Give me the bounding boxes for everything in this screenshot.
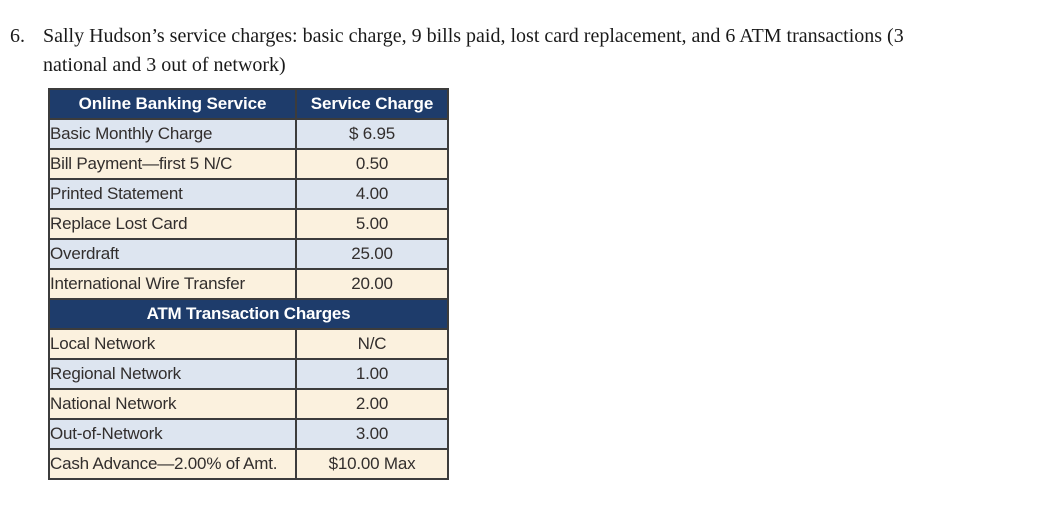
table-row: Printed Statement 4.00 xyxy=(48,178,449,210)
charge-value-cell: $10.00 Max xyxy=(295,448,449,480)
charge-value-cell: 0.50 xyxy=(295,148,449,180)
atm-section-header: ATM Transaction Charges xyxy=(48,298,449,330)
service-label-cell: Out-of-Network xyxy=(48,418,297,450)
table-row: Local Network N/C xyxy=(48,328,449,360)
table-row: Replace Lost Card 5.00 xyxy=(48,208,449,240)
charge-value-cell: 1.00 xyxy=(295,358,449,390)
table-row: Regional Network 1.00 xyxy=(48,358,449,390)
table-row: Cash Advance—2.00% of Amt. $10.00 Max xyxy=(48,448,449,480)
charge-value-cell: 3.00 xyxy=(295,418,449,450)
charge-value-cell: 20.00 xyxy=(295,268,449,300)
question: 6. Sally Hudson’s service charges: basic… xyxy=(10,22,904,80)
service-label-cell: Replace Lost Card xyxy=(48,208,297,240)
service-label-cell: International Wire Transfer xyxy=(48,268,297,300)
service-label-cell: Local Network xyxy=(48,328,297,360)
question-text: Sally Hudson’s service charges: basic ch… xyxy=(43,22,904,80)
table-row: International Wire Transfer 20.00 xyxy=(48,268,449,300)
table-header-row: Online Banking Service Service Charge xyxy=(48,88,449,120)
table-row: Basic Monthly Charge $ 6.95 xyxy=(48,118,449,150)
table-header-charge: Service Charge xyxy=(295,88,449,120)
service-label-cell: Printed Statement xyxy=(48,178,297,210)
charge-value-cell: 4.00 xyxy=(295,178,449,210)
atm-section-header-row: ATM Transaction Charges xyxy=(48,298,449,330)
table-row: National Network 2.00 xyxy=(48,388,449,420)
service-label-cell: Basic Monthly Charge xyxy=(48,118,297,150)
service-label-cell: Cash Advance—2.00% of Amt. xyxy=(48,448,297,480)
table-row: Bill Payment—first 5 N/C 0.50 xyxy=(48,148,449,180)
charge-value-cell: N/C xyxy=(295,328,449,360)
table-header-service: Online Banking Service xyxy=(48,88,297,120)
charge-value-cell: 25.00 xyxy=(295,238,449,270)
table-row: Out-of-Network 3.00 xyxy=(48,418,449,450)
service-label-cell: National Network xyxy=(48,388,297,420)
service-label-cell: Bill Payment—first 5 N/C xyxy=(48,148,297,180)
charge-value-cell: 2.00 xyxy=(295,388,449,420)
charge-value-cell: 5.00 xyxy=(295,208,449,240)
service-label-cell: Overdraft xyxy=(48,238,297,270)
service-label-cell: Regional Network xyxy=(48,358,297,390)
table-row: Overdraft 25.00 xyxy=(48,238,449,270)
question-text-line-2: national and 3 out of network) xyxy=(43,54,286,76)
charge-value-cell: $ 6.95 xyxy=(295,118,449,150)
service-charges-table: Online Banking Service Service Charge Ba… xyxy=(48,88,449,480)
question-number: 6. xyxy=(10,25,25,47)
question-text-line-1: Sally Hudson’s service charges: basic ch… xyxy=(43,25,904,47)
